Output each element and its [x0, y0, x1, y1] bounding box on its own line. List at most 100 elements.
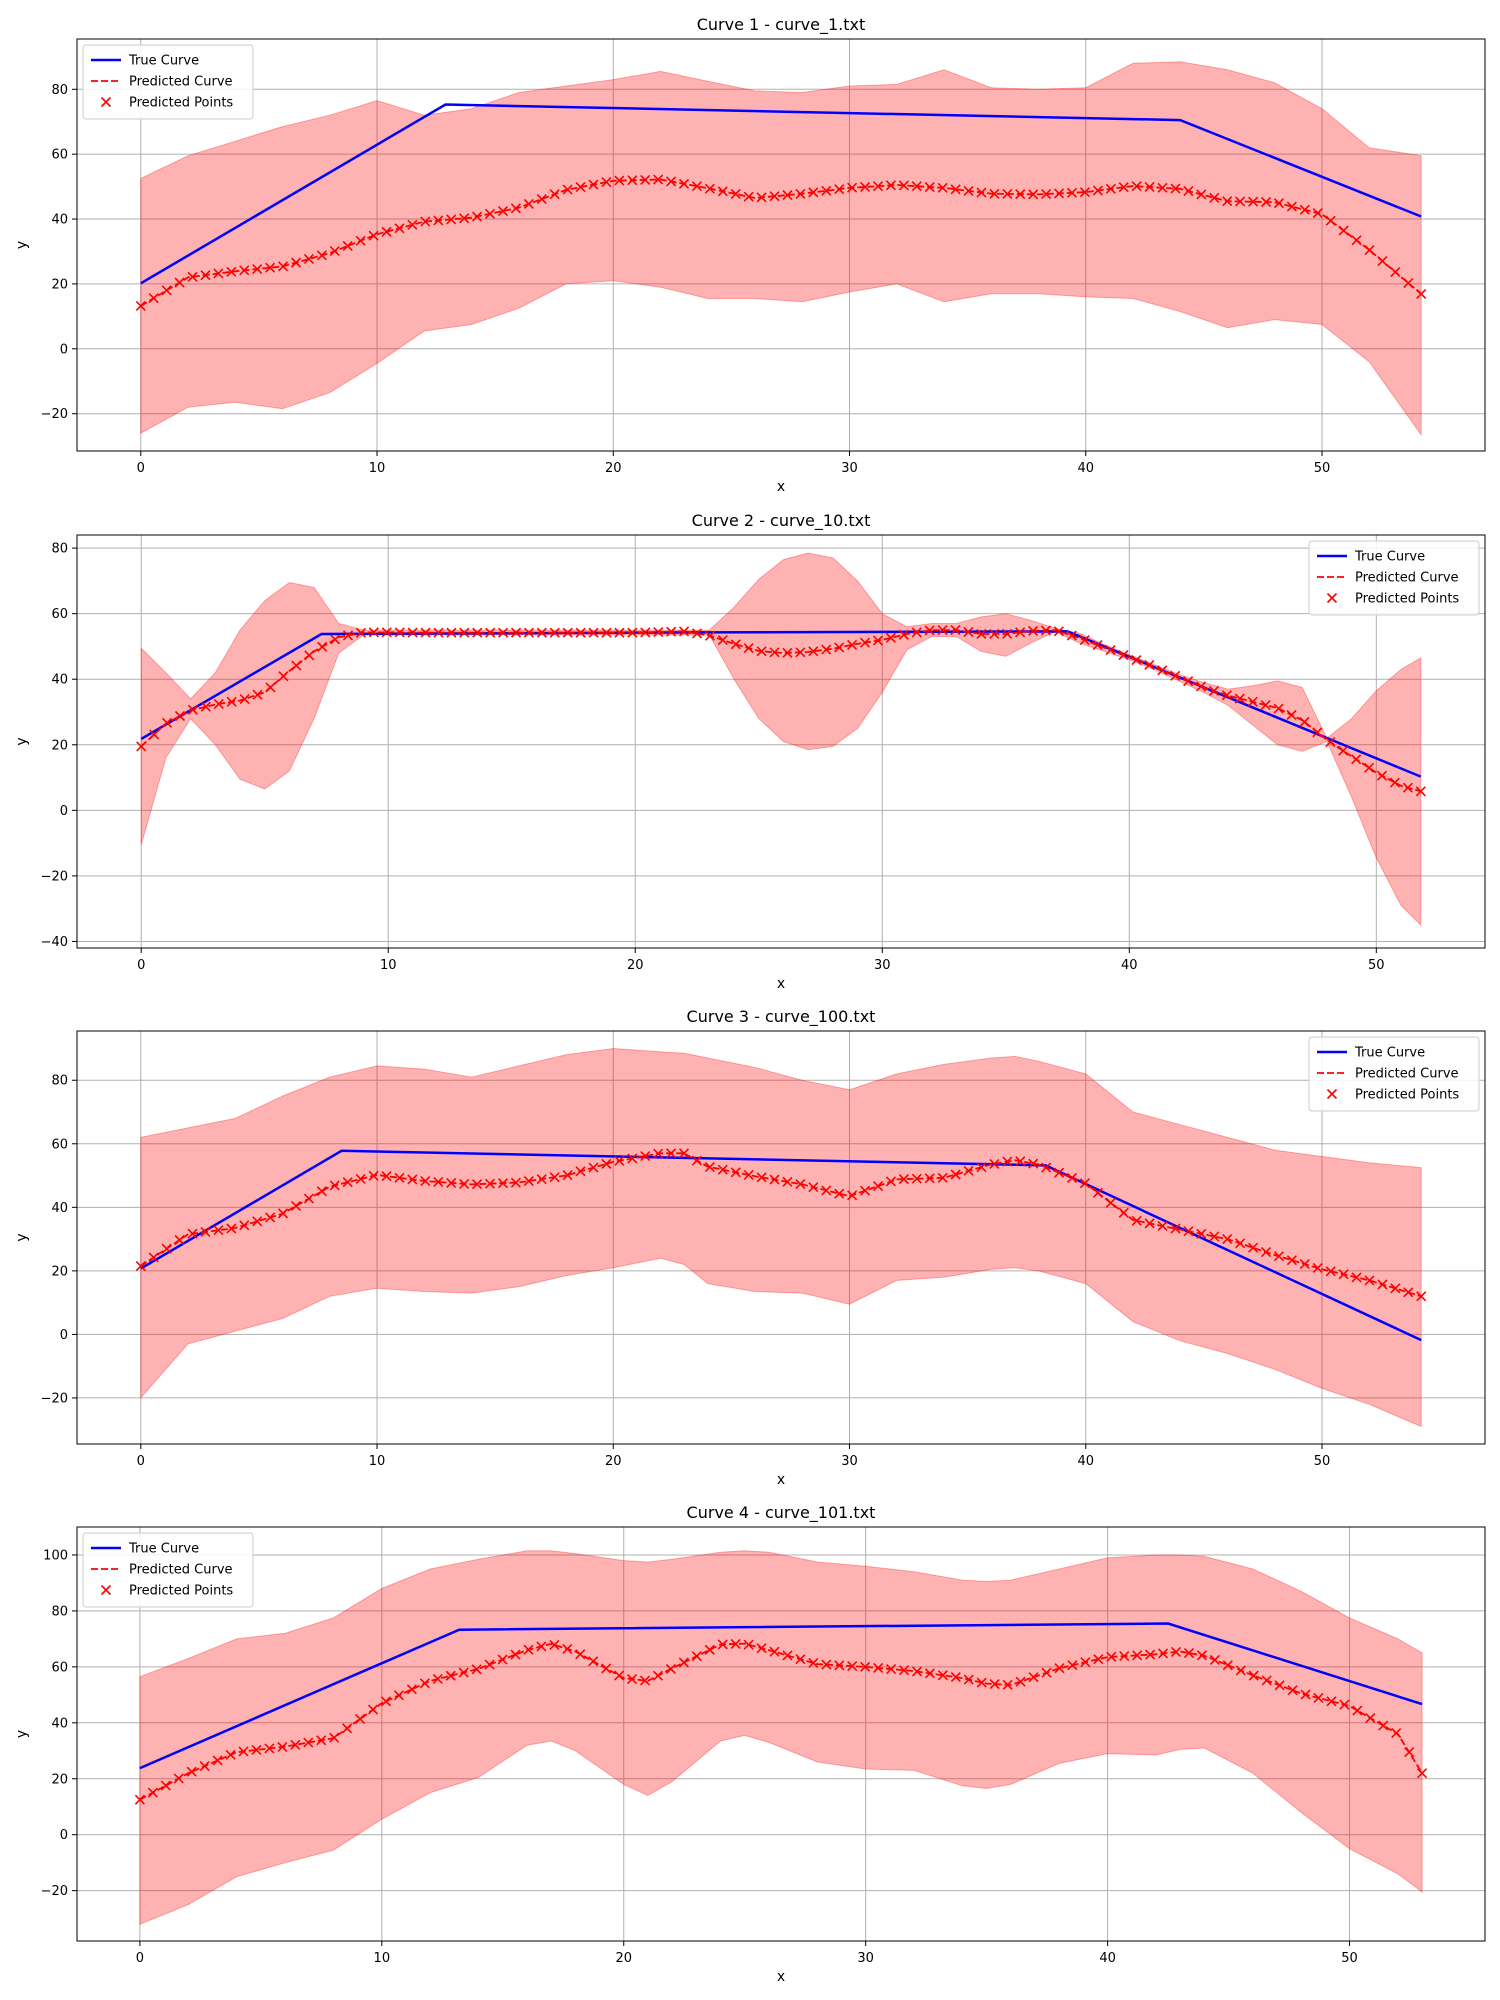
predicted-point [1027, 625, 1039, 637]
predicted-point [1247, 696, 1258, 707]
predicted-point [147, 1787, 158, 1798]
predicted-point [277, 1208, 289, 1219]
predicted-point [1131, 181, 1142, 192]
predicted-point [808, 646, 819, 657]
uncertainty-band [139, 1550, 1423, 1925]
y-tick-label: 20 [51, 277, 68, 292]
predicted-point [342, 630, 354, 641]
predicted-point [575, 1166, 586, 1177]
predicted-point [963, 1674, 974, 1685]
predicted-point [213, 698, 224, 709]
predicted-point [717, 635, 728, 646]
predicted-point [1093, 1654, 1104, 1665]
predicted-point [769, 647, 780, 658]
predicted-point [1248, 1670, 1259, 1681]
predicted-point [795, 188, 806, 199]
predicted-point [161, 285, 172, 296]
y-tick-label: 20 [51, 738, 68, 753]
x-tick-label: 30 [874, 958, 891, 973]
predicted-point [1054, 1663, 1065, 1674]
predicted-point [1144, 181, 1155, 193]
predicted-point [1273, 703, 1284, 714]
predicted-point [1041, 1667, 1052, 1678]
x-tick-label: 30 [857, 1951, 874, 1966]
predicted-point [562, 1170, 573, 1181]
predicted-point [134, 1794, 145, 1805]
y-tick-label: 20 [51, 1772, 68, 1787]
predicted-point [433, 215, 444, 226]
predicted-point [911, 627, 922, 638]
predicted-point [666, 626, 677, 637]
predicted-point [1195, 681, 1207, 692]
predicted-point [1002, 1156, 1013, 1167]
legend: True Curve Predicted Curve Predicted Point… [1308, 1036, 1480, 1112]
predicted-point [989, 1679, 1000, 1690]
legend-swatch-predicted-points [1326, 1088, 1338, 1100]
y-tick-label: −20 [41, 407, 68, 422]
predicted-point [898, 180, 909, 191]
predicted-point [1041, 188, 1052, 200]
predicted-point [834, 642, 845, 653]
uncertainty-band [140, 61, 1422, 437]
predicted-point [290, 1200, 302, 1212]
predicted-point [976, 628, 987, 640]
predicted-point [484, 208, 496, 219]
y-tick-label: 0 [60, 1328, 68, 1343]
predicted-point [872, 635, 884, 646]
predicted-point [549, 1172, 560, 1183]
predicted-point [174, 1234, 185, 1246]
predicted-point [1105, 1197, 1116, 1208]
predicted-point [1079, 635, 1090, 646]
legend-swatch-predicted-points [100, 96, 112, 108]
x-axis-label: x [777, 1969, 785, 1985]
predicted-point [1170, 1223, 1181, 1234]
predicted-point [459, 1178, 470, 1189]
predicted-point [640, 174, 651, 185]
predicted-point [834, 1188, 845, 1199]
predicted-point [433, 627, 444, 638]
predicted-point [1390, 266, 1401, 278]
predicted-point [588, 1656, 599, 1667]
predicted-point [472, 627, 483, 638]
predicted-point [432, 1673, 443, 1685]
predicted-point [1338, 1269, 1349, 1280]
predicted-point [847, 1190, 858, 1201]
predicted-point [536, 627, 547, 638]
predicted-point [1040, 625, 1052, 636]
legend-label: Predicted Curve [129, 1563, 233, 1578]
predicted-point [174, 710, 186, 722]
predicted-point [1273, 198, 1285, 209]
predicted-point [1118, 649, 1129, 661]
predicted-point [1352, 1705, 1363, 1716]
predicted-point [162, 717, 173, 728]
predicted-point [252, 1216, 263, 1227]
predicted-point [239, 693, 250, 705]
legend-label: Predicted Points [1355, 1088, 1459, 1103]
predicted-point [989, 188, 1000, 199]
predicted-point [187, 704, 198, 715]
predicted-point [601, 627, 612, 638]
predicted-point [1196, 1228, 1207, 1239]
predicted-point [200, 701, 211, 712]
predicted-point [1209, 192, 1220, 203]
x-axis-label: x [777, 976, 785, 992]
predicted-point [303, 1737, 314, 1748]
predicted-point [717, 186, 728, 197]
predicted-point [756, 1643, 767, 1654]
subplot-title: Curve 3 - curve_100.txt [687, 1007, 876, 1027]
predicted-point [1391, 1727, 1402, 1739]
predicted-point [252, 263, 263, 275]
predicted-point [1015, 189, 1026, 200]
predicted-point [1222, 196, 1233, 207]
y-tick-label: 40 [51, 1201, 68, 1216]
predicted-point [1351, 1272, 1362, 1283]
predicted-point [989, 1158, 1000, 1169]
predicted-point [536, 193, 547, 205]
legend-label: True Curve [1354, 550, 1425, 565]
subplot-1: Curve 1 - curve_1.txt 0 10 20 30 40 50 −20 0 20 40… [14, 15, 1486, 495]
predicted-point [1299, 204, 1310, 215]
predicted-point [1158, 1648, 1169, 1659]
x-tick-label: 10 [369, 1454, 386, 1469]
predicted-point [950, 184, 961, 195]
predicted-point [148, 1252, 159, 1263]
